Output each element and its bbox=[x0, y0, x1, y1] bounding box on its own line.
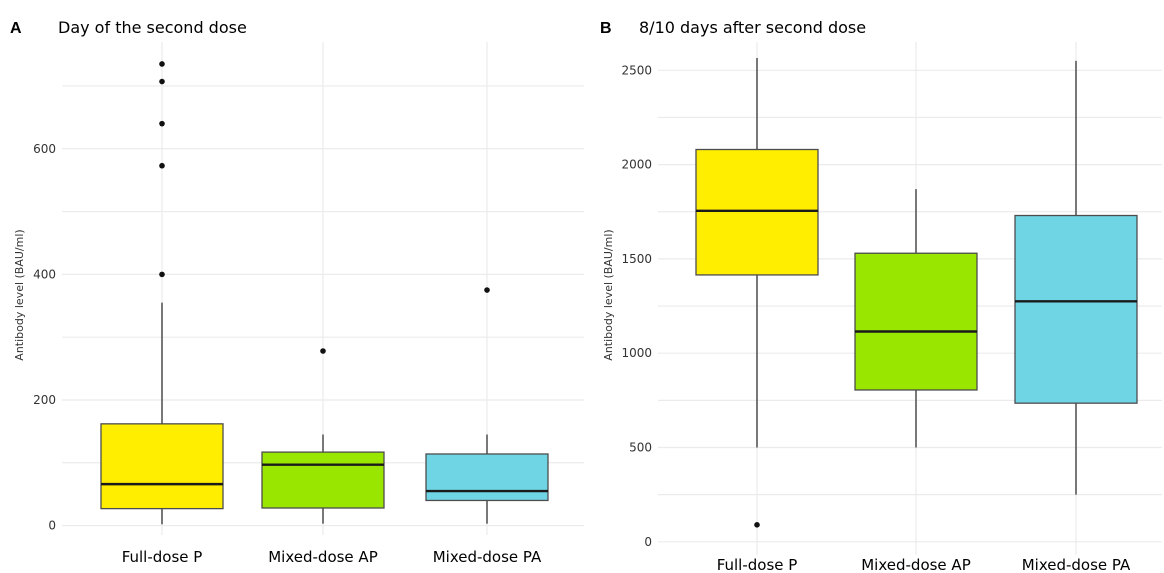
x-tick-label: Full-dose P bbox=[122, 548, 203, 566]
box-2 bbox=[425, 287, 549, 524]
box-0 bbox=[695, 58, 819, 528]
panel-a: A Day of the second dose Antibody level … bbox=[10, 18, 584, 566]
panel-a-letter: A bbox=[10, 20, 22, 37]
box-1 bbox=[261, 348, 385, 524]
box-iqr bbox=[854, 252, 978, 391]
outlier-point bbox=[159, 61, 165, 67]
y-tick-label: 2500 bbox=[621, 63, 652, 77]
outlier-point bbox=[159, 162, 165, 169]
box-2 bbox=[1014, 60, 1138, 495]
y-tick-label: 1000 bbox=[621, 346, 652, 360]
panel-a-title: Day of the second dose bbox=[58, 18, 247, 37]
panel-b: B 8/10 days after second dose Antibody l… bbox=[600, 18, 1162, 573]
outlier-point bbox=[159, 271, 165, 278]
y-tick-label: 600 bbox=[33, 142, 56, 156]
panel-b-y-ticks: 0 500 1000 1500 2000 2500 bbox=[621, 63, 652, 549]
x-tick-label: Mixed-dose AP bbox=[268, 548, 378, 566]
y-tick-label: 1500 bbox=[621, 252, 652, 266]
y-tick-label: 200 bbox=[33, 393, 56, 407]
box-iqr bbox=[261, 451, 385, 509]
y-tick-label: 0 bbox=[644, 535, 652, 549]
y-tick-label: 2000 bbox=[621, 158, 652, 172]
box-iqr bbox=[695, 148, 819, 276]
y-tick-label: 500 bbox=[629, 440, 652, 454]
outlier-point bbox=[320, 348, 326, 354]
box-iqr bbox=[1014, 214, 1138, 404]
box-1 bbox=[854, 189, 978, 448]
outlier-point bbox=[754, 522, 760, 528]
panel-b-y-axis-label: Antibody level (BAU/ml) bbox=[602, 229, 615, 360]
box-iqr bbox=[100, 423, 224, 510]
outlier-point bbox=[159, 120, 165, 127]
panel-a-boxes bbox=[100, 61, 549, 525]
y-tick-label: 400 bbox=[33, 267, 56, 281]
box-iqr bbox=[425, 453, 549, 502]
panel-b-letter: B bbox=[600, 20, 612, 37]
panel-b-x-ticks: Full-dose P Mixed-dose AP Mixed-dose PA bbox=[717, 556, 1131, 573]
x-tick-label: Mixed-dose AP bbox=[861, 556, 971, 573]
x-tick-label: Mixed-dose PA bbox=[433, 548, 542, 566]
panel-a-y-ticks: 0 200 400 600 bbox=[33, 142, 56, 533]
outlier-point bbox=[484, 287, 490, 293]
panel-b-title: 8/10 days after second dose bbox=[639, 18, 866, 37]
panel-b-boxes bbox=[695, 58, 1138, 528]
y-tick-label: 0 bbox=[48, 519, 56, 533]
x-tick-label: Full-dose P bbox=[717, 556, 798, 573]
panel-a-y-axis-label: Antibody level (BAU/ml) bbox=[13, 229, 26, 360]
x-tick-label: Mixed-dose PA bbox=[1022, 556, 1131, 573]
box-0 bbox=[100, 61, 224, 525]
outlier-point bbox=[159, 78, 165, 85]
panel-a-x-ticks: Full-dose P Mixed-dose AP Mixed-dose PA bbox=[122, 548, 542, 566]
